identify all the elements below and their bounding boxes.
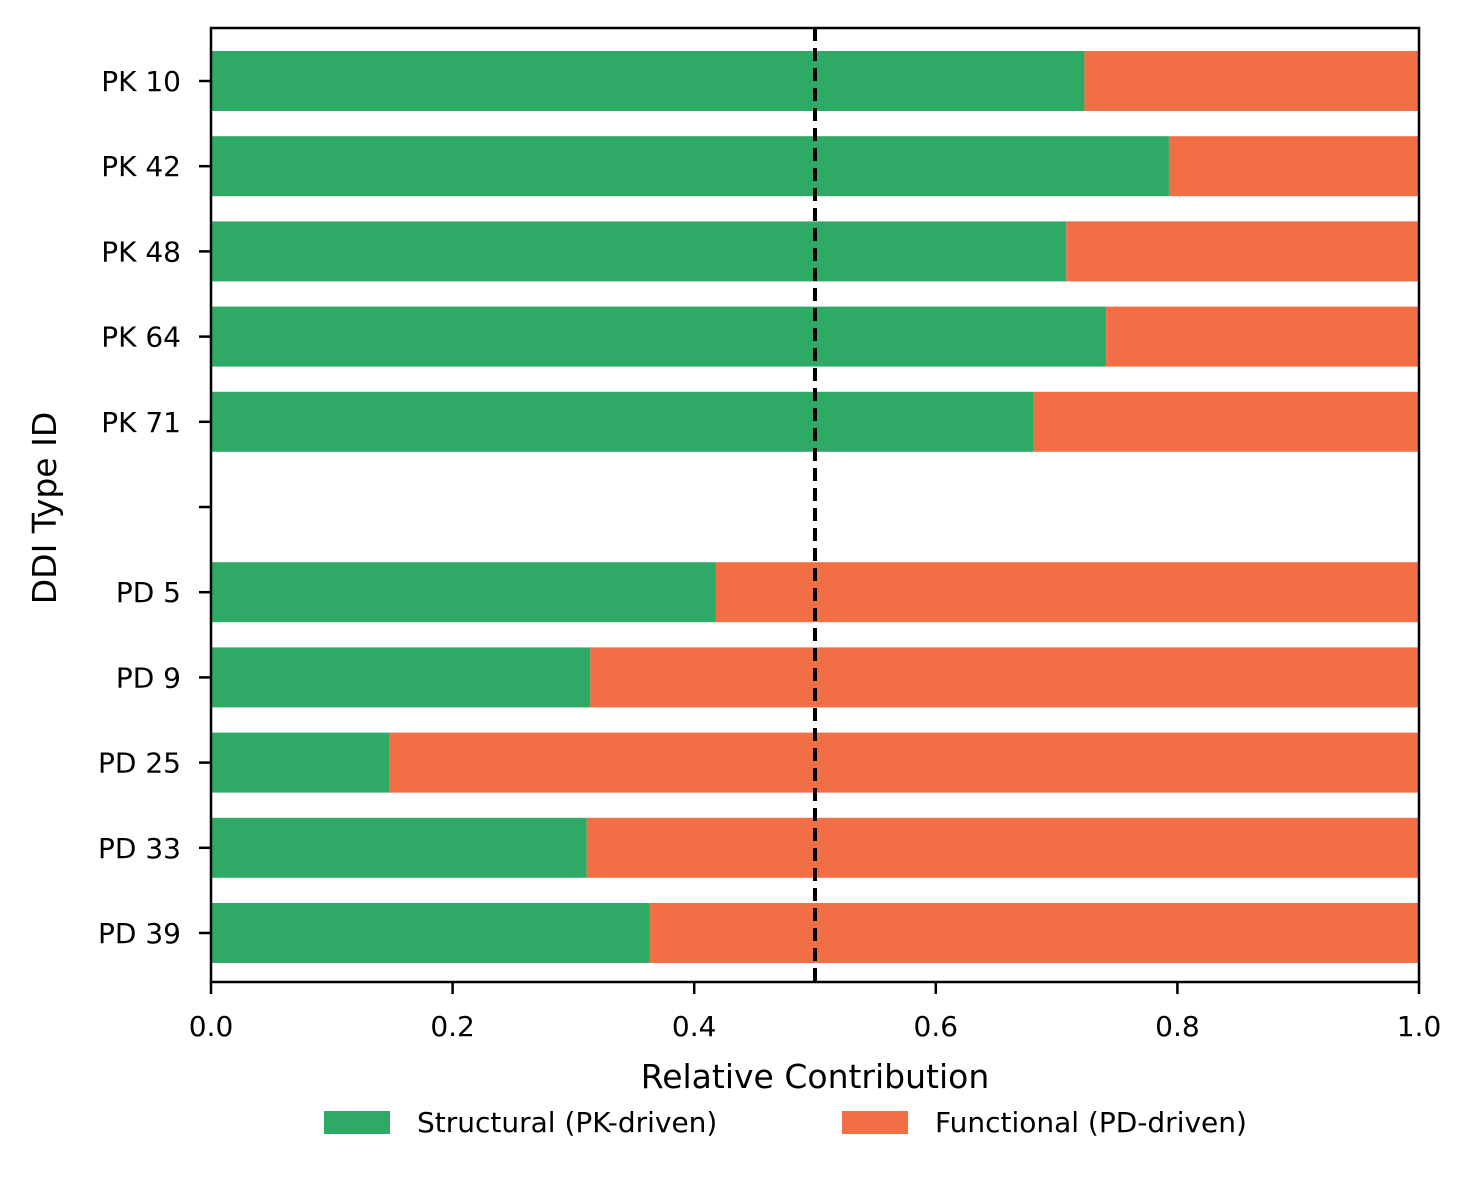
bar-structural-4 — [211, 391, 1034, 452]
legend: Structural (PK-driven) Functional (PD-dri… — [324, 1106, 1247, 1139]
x-tick-label: 0.6 — [914, 1010, 959, 1043]
bar-structural-2 — [211, 221, 1067, 282]
y-tick-label: PD 5 — [116, 576, 181, 609]
x-tick-label: 0.2 — [430, 1010, 475, 1043]
x-tick-label: 0.0 — [189, 1010, 234, 1043]
bar-functional-9 — [586, 817, 1419, 878]
bar-functional-8 — [389, 732, 1420, 793]
bar-functional-3 — [1106, 306, 1419, 367]
x-axis-title: Relative Contribution — [641, 1057, 989, 1096]
bar-structural-9 — [211, 817, 587, 878]
y-tick-label: PK 48 — [101, 235, 181, 268]
legend-swatch-functional — [842, 1111, 908, 1134]
bars-layer — [211, 51, 1420, 963]
x-tick-label: 1.0 — [1397, 1010, 1442, 1043]
y-tick-label: PK 42 — [101, 150, 181, 183]
bar-functional-6 — [715, 562, 1419, 623]
y-tick-label: PD 33 — [98, 832, 181, 865]
legend-swatch-structural — [324, 1111, 390, 1134]
y-tick-label: PD 9 — [116, 661, 181, 694]
bar-structural-0 — [211, 51, 1085, 111]
y-tick-label: PK 10 — [101, 65, 181, 98]
y-axis-title: DDI Type ID — [25, 412, 64, 604]
bar-functional-7 — [590, 647, 1419, 708]
bar-functional-10 — [649, 903, 1419, 963]
bar-structural-6 — [211, 562, 716, 623]
legend-label-functional: Functional (PD-driven) — [935, 1106, 1247, 1139]
y-tick-label: PK 64 — [101, 321, 181, 354]
x-tick-label: 0.8 — [1155, 1010, 1200, 1043]
y-axis: PK 10 PK 42 PK 48 PK 64 PK 71 PD 5 PD 9 PD 25 PD… — [98, 65, 211, 950]
bar-structural-1 — [211, 136, 1169, 197]
y-tick-label: PD 25 — [98, 747, 181, 780]
bar-functional-4 — [1033, 391, 1419, 452]
bar-structural-7 — [211, 647, 591, 708]
x-axis: 0.0 0.2 0.4 0.6 0.8 1.0 — [189, 982, 1442, 1043]
bar-functional-2 — [1066, 221, 1419, 282]
plot-frame — [209, 26, 1421, 984]
bar-functional-0 — [1084, 51, 1419, 111]
legend-label-structural: Structural (PK-driven) — [417, 1106, 717, 1139]
bar-structural-3 — [211, 306, 1107, 367]
bar-functional-1 — [1168, 136, 1419, 197]
bar-structural-8 — [211, 732, 390, 793]
bar-structural-10 — [211, 903, 650, 963]
x-tick-label: 0.4 — [672, 1010, 717, 1043]
y-tick-label: PD 39 — [98, 917, 181, 950]
y-tick-label: PK 71 — [101, 406, 181, 439]
